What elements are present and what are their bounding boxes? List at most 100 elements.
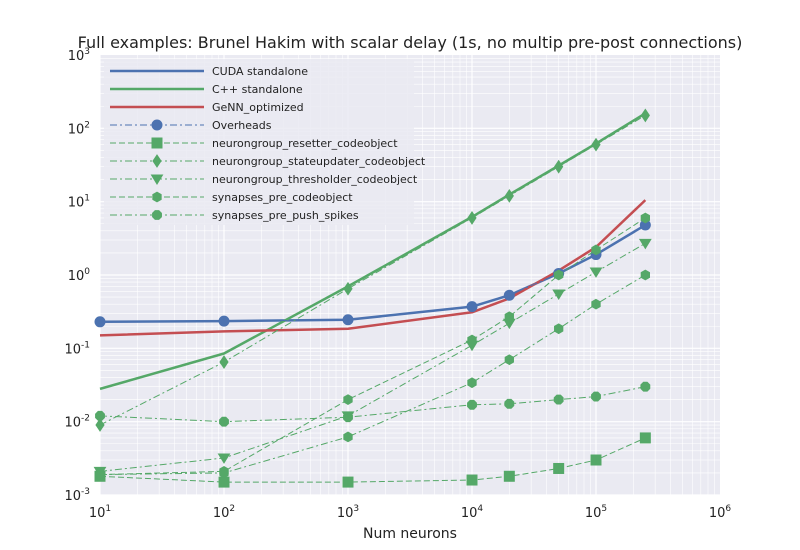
data-point (219, 355, 229, 369)
data-point (95, 418, 105, 432)
data-point (218, 476, 230, 488)
legend-marker (151, 137, 163, 149)
legend-label: C++ standalone (212, 83, 303, 96)
legend-item: synapses_pre_push_spikes (110, 209, 359, 222)
x-tick-labels: 101 102 103 104 105 106 (89, 504, 732, 521)
legend-label: neurongroup_resetter_codeobject (212, 137, 398, 150)
data-point (639, 432, 651, 444)
data-point (219, 416, 229, 427)
data-point (590, 454, 602, 466)
x-tick-label: 102 (213, 504, 235, 521)
data-point (504, 188, 514, 203)
series-1 (99, 112, 646, 391)
y-tick-label: 10-3 (64, 487, 90, 504)
data-point (591, 391, 601, 402)
y-tick-label: 10-2 (64, 414, 90, 431)
data-point (554, 269, 564, 281)
series-line (99, 217, 646, 476)
legend-item: synapses_pre_codeobject (110, 191, 353, 204)
data-point (95, 410, 105, 421)
legend-label: neurongroup_stateupdater_codeobject (212, 155, 426, 168)
chart-title: Full examples: Brunel Hakim with scalar … (78, 33, 743, 52)
data-point (467, 334, 477, 346)
series-line (99, 386, 646, 423)
y-tick-label: 102 (68, 120, 90, 137)
data-point (640, 381, 651, 392)
data-point (640, 269, 650, 281)
data-point (217, 453, 231, 464)
x-axis-label: Num neurons (363, 526, 457, 542)
data-point (553, 394, 564, 405)
data-point (342, 314, 354, 326)
series-5 (95, 108, 650, 432)
data-point (504, 311, 514, 323)
data-point (589, 267, 603, 278)
series-line (99, 112, 646, 391)
legend-item: CUDA standalone (110, 65, 308, 78)
legend-item: GeNN_optimized (110, 101, 304, 114)
series-line (99, 199, 647, 337)
legend-marker (150, 174, 164, 185)
data-point (467, 211, 477, 225)
x-tick-label: 101 (89, 504, 111, 521)
legend-label: GeNN_optimized (212, 101, 304, 114)
data-point (640, 108, 650, 123)
data-point (466, 474, 478, 486)
data-point (467, 399, 477, 410)
data-point (640, 212, 650, 224)
legend-label: CUDA standalone (212, 65, 308, 78)
x-tick-label: 104 (461, 504, 484, 521)
data-point (343, 431, 353, 443)
data-point (467, 377, 477, 389)
y-tick-labels: 10-3 10-2 10-1 100 101 102 103 (64, 47, 90, 504)
legend-marker (152, 210, 162, 220)
data-point (503, 289, 515, 301)
data-point (552, 289, 566, 300)
legend-marker (151, 119, 163, 131)
series-line (99, 437, 646, 483)
series-line (99, 274, 646, 476)
x-tick-label: 103 (337, 504, 359, 521)
data-point (219, 467, 229, 479)
data-point (95, 469, 105, 480)
legend-item: neurongroup_resetter_codeobject (110, 137, 398, 150)
data-point (343, 281, 353, 296)
data-point (591, 244, 601, 256)
data-point (504, 354, 514, 366)
series-9 (95, 269, 650, 480)
legend-label: Overheads (212, 119, 272, 132)
x-tick-label: 105 (585, 504, 607, 521)
y-tick-label: 10-1 (64, 340, 90, 357)
data-point (466, 301, 478, 313)
series-8 (95, 381, 651, 427)
series-4 (94, 432, 651, 488)
legend-label: synapses_pre_push_spikes (212, 209, 359, 222)
legend-item: neurongroup_stateupdater_codeobject (110, 154, 426, 168)
legend-marker (152, 154, 162, 168)
legend: CUDA standalone C++ standalone GeNN_optimi… (104, 59, 426, 225)
data-point (343, 412, 353, 423)
legend-marker (152, 191, 162, 203)
data-point (591, 137, 601, 152)
x-tick-label: 106 (709, 504, 732, 521)
data-point (343, 394, 353, 405)
data-point (553, 462, 565, 474)
legend-item: C++ standalone (110, 83, 303, 96)
data-point (554, 159, 564, 174)
data-point (218, 315, 230, 327)
data-point (504, 398, 515, 409)
y-tick-label: 101 (68, 194, 90, 211)
series-layer (93, 108, 652, 488)
y-tick-label: 103 (68, 47, 90, 64)
series-2 (99, 199, 647, 337)
series-line (99, 242, 646, 472)
data-point (503, 470, 515, 482)
data-point (554, 323, 564, 335)
y-tick-label: 100 (68, 267, 91, 284)
legend-item: neurongroup_thresholder_codeobject (110, 173, 418, 186)
legend-item: Overheads (110, 119, 272, 132)
data-point (94, 316, 106, 328)
series-line (99, 224, 646, 323)
legend-label: neurongroup_thresholder_codeobject (212, 173, 418, 186)
